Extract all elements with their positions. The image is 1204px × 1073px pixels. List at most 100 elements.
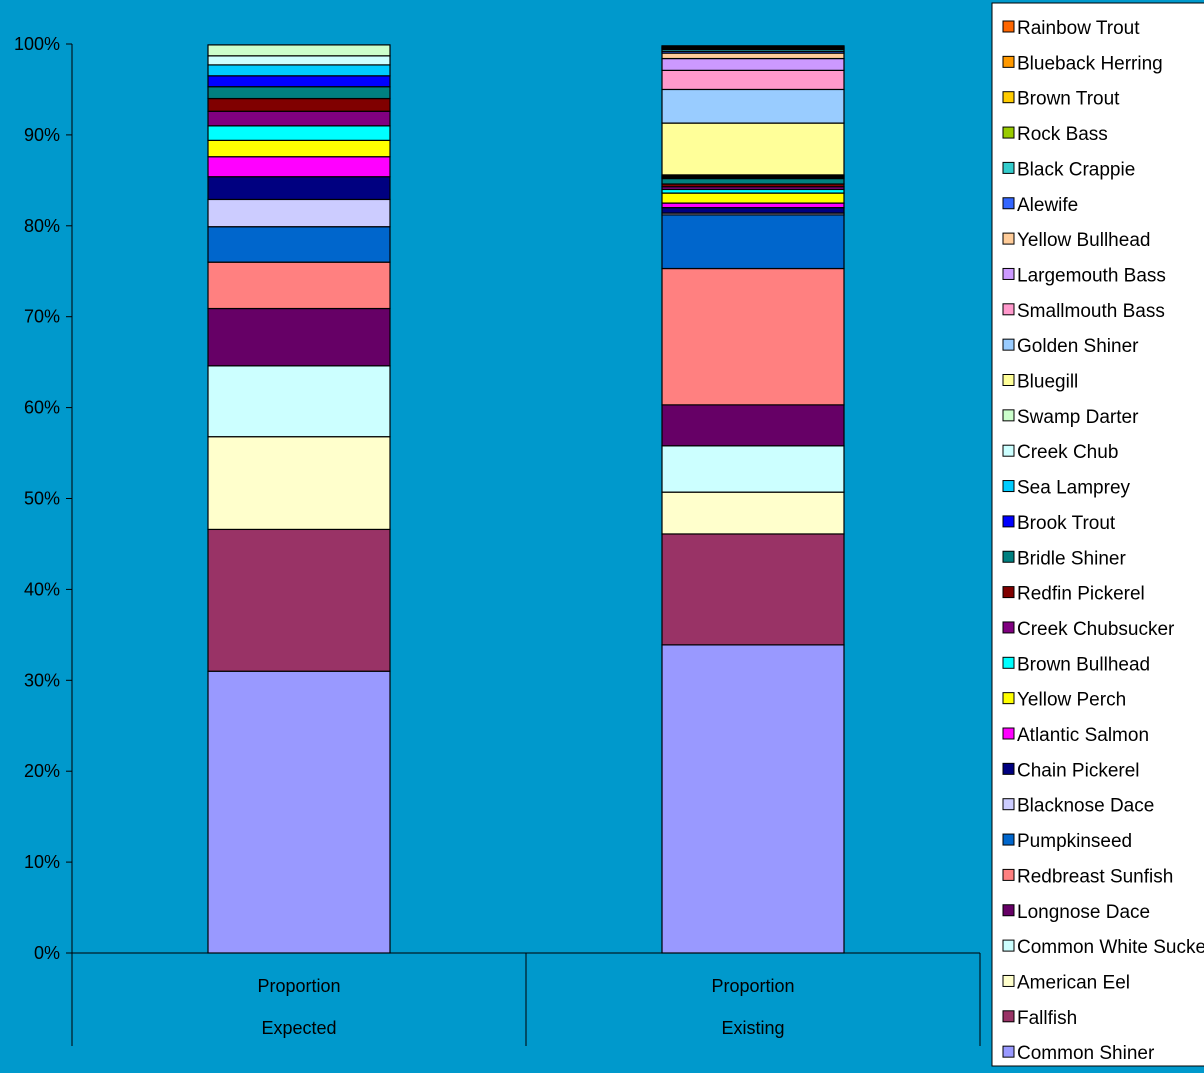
legend-label: Redbreast Sunfish [1017, 866, 1173, 887]
bar-segment [661, 88, 845, 124]
legend-label: Creek Chub [1017, 442, 1118, 463]
legend-label: Alewife [1017, 195, 1078, 216]
legend-label: Swamp Darter [1017, 407, 1139, 428]
bar-segment [661, 644, 845, 954]
legend-swatch [1002, 91, 1015, 104]
legend-swatch [1002, 868, 1015, 881]
legend-swatch [1002, 656, 1015, 669]
legend-label: Bluegill [1017, 372, 1078, 393]
y-tick-label: 40% [24, 579, 60, 599]
bar-segment [207, 261, 391, 310]
legend-label: Brown Trout [1017, 89, 1120, 110]
legend-label: Atlantic Salmon [1017, 725, 1149, 746]
bar-segment [207, 75, 391, 88]
y-tick-label: 10% [24, 852, 60, 872]
legend-label: Blacknose Dace [1017, 796, 1154, 817]
axes: 0% 10% 20% 30% 40% 50% 60% 70% 80% 90% 100% Proport… [14, 34, 981, 1046]
legend-swatch [1002, 1010, 1015, 1023]
legend-swatch [1002, 126, 1015, 139]
legend-swatch [1002, 161, 1015, 174]
legend-swatch [1002, 727, 1015, 740]
bar-segment [661, 52, 845, 60]
legend-label: Smallmouth Bass [1017, 301, 1165, 322]
x-category-label-bottom: Expected [261, 1018, 336, 1038]
bar-segment [661, 69, 845, 91]
legend-label: Yellow Bullhead [1017, 230, 1150, 251]
legend-label: Pumpkinseed [1017, 831, 1132, 852]
bar-segment [207, 110, 391, 127]
bar-segment [207, 436, 391, 531]
legend-swatch [1002, 374, 1015, 386]
legend-swatch [1002, 798, 1015, 811]
legend-label: Brook Trout [1017, 513, 1116, 534]
legend: Rainbow Trout Blueback Herring Brown Trout… [991, 2, 1204, 1067]
bar-segment [661, 45, 845, 48]
bar-segment [207, 97, 391, 112]
legend-label: Redfin Pickerel [1017, 584, 1145, 605]
legend-label: Common Shiner [1017, 1043, 1155, 1064]
legend-label: Chain Pickerel [1017, 760, 1140, 781]
y-tick-label: 90% [24, 125, 60, 145]
y-tick-label: 80% [24, 216, 60, 236]
legend-swatch [1002, 1045, 1015, 1058]
y-tick-label: 70% [24, 307, 60, 327]
x-category-label-bottom: Existing [721, 1018, 784, 1038]
legend-swatch [1002, 974, 1015, 987]
x-category-label-top: Proportion [711, 976, 794, 996]
bar-segment [207, 670, 391, 954]
y-tick-label: 100% [14, 34, 60, 54]
legend-swatch [1002, 303, 1015, 316]
legend-label: Yellow Perch [1017, 690, 1126, 711]
legend-swatch [1002, 55, 1015, 68]
bar-segment [207, 198, 391, 228]
legend-swatch [1002, 586, 1015, 599]
y-tick-label: 50% [24, 489, 60, 509]
bar-segment [661, 57, 845, 71]
legend-swatch [1002, 338, 1015, 351]
legend-swatch [1002, 197, 1015, 210]
bar-segment [207, 86, 391, 100]
legend-swatch [1002, 939, 1015, 952]
legend-swatch [1002, 550, 1015, 563]
bar-segment [661, 491, 845, 535]
bar-segment [207, 307, 391, 367]
legend-label: Largemouth Bass [1017, 265, 1166, 286]
legend-swatch [1002, 444, 1015, 457]
legend-label: Rainbow Trout [1017, 18, 1140, 39]
bar-segment [661, 207, 845, 214]
bar-segment [207, 55, 391, 66]
legend-label: Sea Lamprey [1017, 478, 1131, 499]
bar-segment [661, 404, 845, 447]
bar-segment [661, 445, 845, 493]
legend-label: Creek Chubsucker [1017, 619, 1175, 640]
legend-box [991, 2, 1204, 1067]
legend-swatch [1002, 20, 1015, 33]
bar-segment [661, 122, 845, 176]
bar-segment [661, 267, 845, 406]
legend-label: Brown Bullhead [1017, 654, 1150, 675]
legend-label: Rock Bass [1017, 124, 1108, 145]
legend-label: Common White Sucker [1017, 937, 1204, 958]
bar-segment [207, 64, 391, 77]
legend-swatch [1002, 267, 1015, 280]
legend-swatch [1002, 692, 1015, 705]
legend-swatch [1002, 515, 1015, 528]
legend-label: American Eel [1017, 972, 1130, 993]
bar-segment [661, 177, 845, 185]
legend-swatch [1002, 480, 1015, 493]
y-tick-label: 30% [24, 670, 60, 690]
bar-segment [207, 125, 391, 141]
legend-swatch [1002, 833, 1015, 846]
x-category-label-top: Proportion [257, 976, 340, 996]
y-tick-label: 20% [24, 761, 60, 781]
legend-swatch [1002, 232, 1015, 245]
bar-segment [661, 214, 845, 270]
bar-segment [207, 226, 391, 263]
legend-swatch [1002, 762, 1015, 775]
legend-label: Black Crappie [1017, 159, 1135, 180]
bar-segment [207, 156, 391, 178]
legend-label: Bridle Shiner [1017, 548, 1126, 569]
y-tick-label: 60% [24, 398, 60, 418]
